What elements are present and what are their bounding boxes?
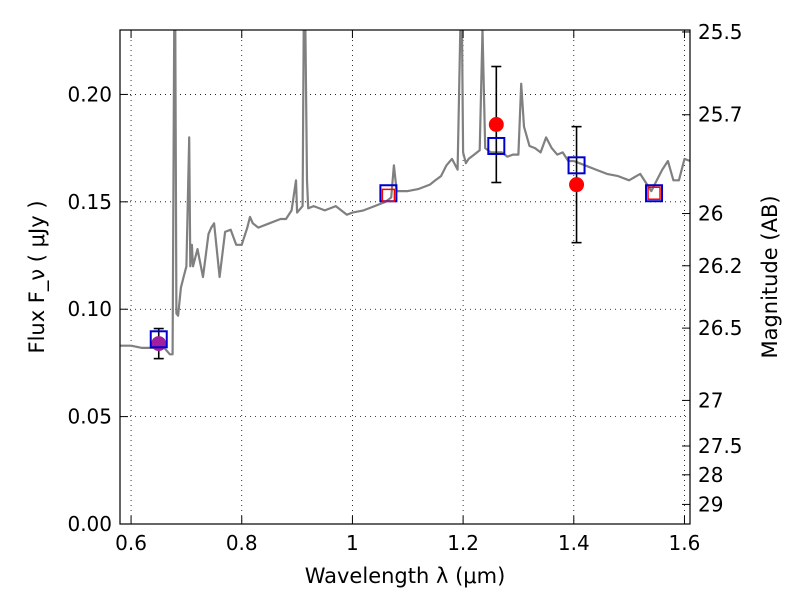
y-axis-label: Flux F_ν ( μJy ) — [25, 200, 50, 353]
y-right-tick-label: 25.5 — [698, 20, 743, 44]
y-right-tick-label: 26.2 — [698, 254, 743, 278]
x-tick-label: 0.6 — [115, 531, 147, 555]
marker-layer — [149, 65, 664, 360]
y-tick-label: 0.20 — [67, 82, 112, 106]
plot-frame — [119, 29, 691, 525]
x-tick-label: 0.8 — [226, 531, 258, 555]
y-right-tick-label: 25.7 — [698, 103, 743, 127]
y-right-tick-label: 27.5 — [698, 434, 743, 458]
model-box — [149, 330, 168, 349]
y-right-tick-label: 27 — [698, 388, 723, 412]
plot-area — [120, 30, 690, 524]
observed-point — [151, 336, 167, 352]
observed-point — [488, 117, 504, 133]
model-box-inner — [647, 186, 661, 200]
x-tick-label: 1.4 — [558, 531, 590, 555]
y-tick-label: 0.00 — [67, 512, 112, 536]
x-tick-label: 1 — [346, 531, 359, 555]
y-tick-label: 0.10 — [67, 297, 112, 321]
y-right-axis-label: Magnitude (AB) — [758, 195, 782, 358]
y-right-tick-label: 26 — [698, 202, 723, 226]
y-right-tick-label: 29 — [698, 492, 723, 516]
x-tick-label: 1.2 — [447, 531, 479, 555]
observed-point — [569, 177, 585, 193]
model-box-inner — [381, 188, 396, 203]
model-box — [487, 136, 506, 155]
y-right-tick-label: 26.5 — [698, 316, 743, 340]
y-right-tick-label: 28 — [698, 463, 723, 487]
x-axis-label: Wavelength λ (μm) — [305, 564, 506, 588]
y-tick-label: 0.15 — [67, 190, 112, 214]
axis-ticks: 0.6 0.8 1 1.2 1.4 1.6 0.00 0.05 0.10 0.15 0.20 25.5… — [67, 20, 742, 555]
x-tick-label: 1.6 — [669, 531, 701, 555]
model-box — [645, 184, 664, 203]
y-tick-label: 0.05 — [67, 405, 112, 429]
model-box — [567, 156, 586, 175]
